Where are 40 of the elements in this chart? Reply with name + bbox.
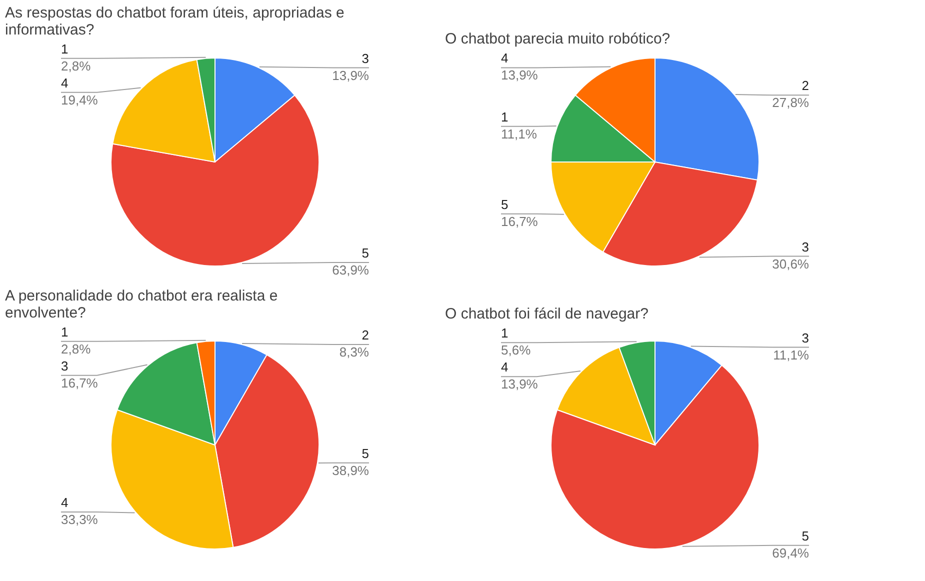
chart-title: As respostas do chatbot foram úteis, apropriadas e informativas? — [5, 4, 344, 38]
data-label: 11,1% — [773, 347, 810, 362]
chart-title: O chatbot parecia muito robótico? — [445, 30, 670, 48]
slice-label: 5 — [802, 528, 809, 544]
data-label: 33,3% — [61, 512, 98, 528]
slice-label: 1 — [61, 324, 68, 340]
data-label: 5,6% — [501, 342, 532, 358]
data-label: 30,6% — [772, 256, 810, 272]
data-label: 2,8% — [61, 58, 92, 74]
data-label: 2,8% — [61, 341, 92, 356]
slice-label: 5 — [501, 196, 508, 212]
slice-label: 4 — [501, 50, 508, 66]
data-label: 38,9% — [332, 462, 370, 478]
slice-label: 5 — [362, 446, 369, 461]
data-label: 19,4% — [61, 92, 98, 108]
slice-label: 3 — [802, 330, 809, 346]
slice-label: 4 — [501, 360, 508, 375]
data-label: 16,7% — [61, 375, 98, 390]
slice-label: 3 — [362, 50, 369, 66]
data-label: 27,8% — [772, 95, 810, 110]
slice-label: 3 — [61, 358, 68, 374]
data-label: 8,3% — [339, 344, 370, 360]
chart-title: O chatbot foi fácil de navegar? — [445, 306, 648, 323]
data-label: 11,1% — [501, 126, 538, 142]
chart-title: A personalidade do chatbot era realista e envolvente? — [5, 287, 278, 322]
slice-label: 2 — [362, 328, 369, 343]
data-label: 63,9% — [332, 262, 370, 278]
slice-label: 1 — [501, 326, 508, 341]
slice-label: 4 — [61, 75, 68, 90]
slice-label: 5 — [362, 245, 369, 260]
slice-label: 1 — [61, 41, 68, 56]
slice-label: 4 — [61, 495, 68, 510]
data-label: 13,9% — [501, 68, 538, 83]
slice-label: 3 — [802, 239, 809, 254]
data-label: 13,9% — [501, 376, 538, 392]
slice-label: 2 — [802, 78, 809, 94]
data-label: 16,7% — [501, 214, 538, 229]
data-label: 13,9% — [332, 68, 370, 83]
slice-label: 1 — [501, 109, 508, 124]
data-label: 69,4% — [772, 545, 810, 560]
